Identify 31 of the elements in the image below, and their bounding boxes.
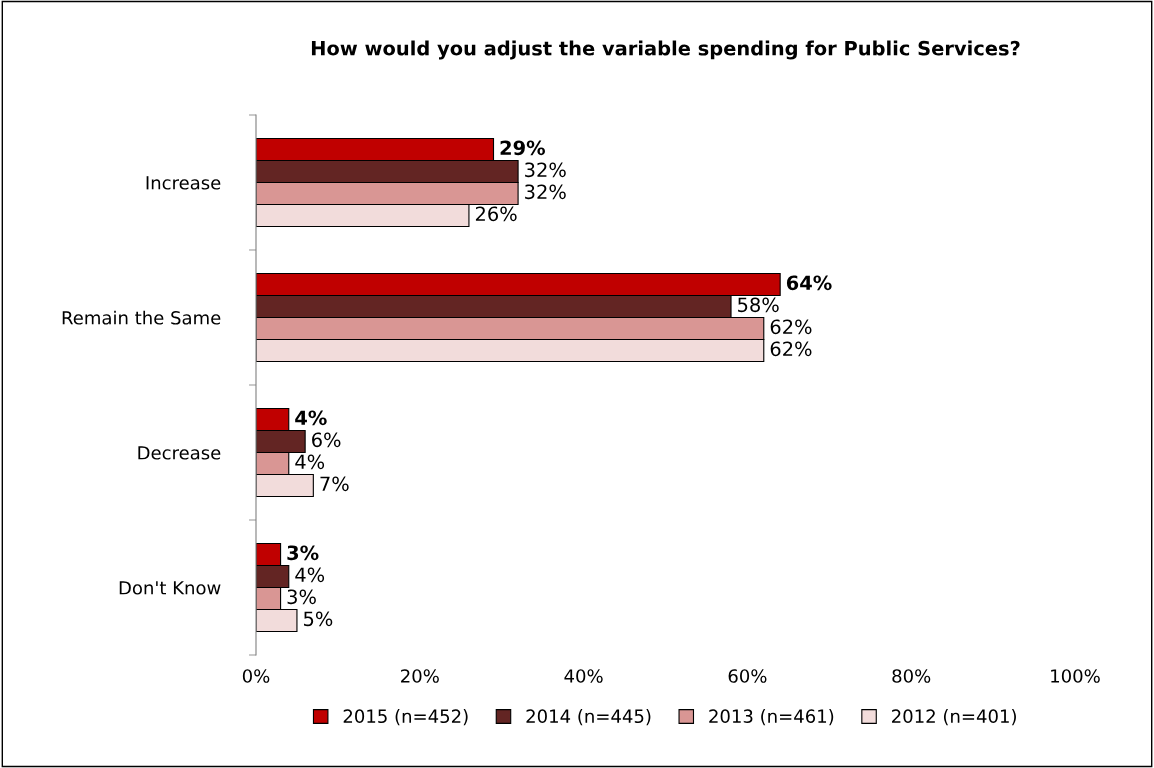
- data-label: 32%: [525, 184, 566, 200]
- x-tick-label: 20%: [401, 669, 439, 683]
- y-tick-label: Don't Know: [119, 581, 221, 595]
- data-label: 7%: [320, 476, 349, 492]
- x-tick-label: 60%: [728, 669, 767, 683]
- y-tick-label: Remain the Same: [62, 310, 221, 325]
- data-label: 5%: [304, 611, 333, 627]
- data-label: 6%: [312, 432, 341, 448]
- data-label: 4%: [295, 454, 325, 470]
- data-label: 3%: [287, 589, 316, 605]
- x-tick-label: 80%: [892, 669, 931, 683]
- y-tick-label: Decrease: [138, 446, 221, 460]
- x-tick-label: 100%: [1051, 669, 1100, 683]
- data-label: 32%: [525, 162, 566, 178]
- data-label: 62%: [770, 341, 812, 357]
- legend-label: 2012 (n=401): [892, 709, 1016, 726]
- data-label: 26%: [475, 206, 517, 222]
- legend-label: 2014 (n=445): [526, 709, 651, 726]
- data-label: 3%: [287, 545, 319, 561]
- data-label: 4%: [295, 567, 325, 583]
- data-label: 62%: [770, 319, 812, 335]
- legend-label: 2013 (n=461): [709, 709, 834, 726]
- data-label: 29%: [500, 140, 545, 156]
- x-tick-label: 0%: [242, 669, 270, 683]
- data-label: 4%: [295, 410, 327, 426]
- data-label: 58%: [738, 297, 779, 313]
- legend-label: 2015 (n=452): [343, 709, 468, 726]
- data-label: 64%: [786, 275, 832, 291]
- chart-title: How would you adjust the variable spending for Public Services?: [311, 40, 1020, 60]
- y-tick-label: Increase: [146, 176, 221, 190]
- x-tick-label: 40%: [564, 669, 603, 683]
